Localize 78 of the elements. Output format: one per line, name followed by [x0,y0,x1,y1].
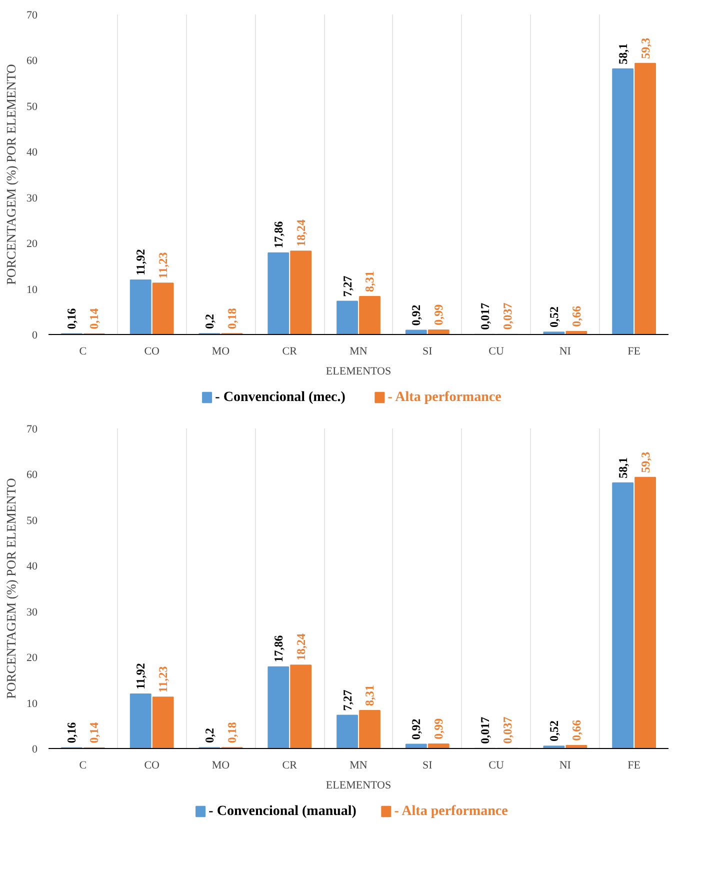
data-label: 0,66 [569,720,584,741]
legend-label: - Convencional (mec.) [215,390,346,405]
data-label: 0,99 [432,718,446,740]
x-tick-label: NI [559,760,572,772]
y-tick-label: 60 [26,469,38,482]
data-label: 0,52 [546,720,561,742]
data-label: 0,16 [64,308,79,330]
data-label: 18,24 [294,220,308,247]
x-tick-label: MN [350,346,368,358]
data-label: 0,92 [409,718,424,740]
data-label: 0,52 [546,306,561,328]
y-tick-label: 20 [26,652,38,664]
x-tick-label: MO [212,760,230,772]
y-axis-title: PORCENTAGEM (%) POR ELEMENTO [4,478,18,699]
data-label: 0,037 [500,302,515,330]
x-tick-label: MO [212,346,230,358]
data-label: 0,2 [202,728,216,744]
x-tick-label: CU [488,346,504,358]
y-tick-label: 50 [26,100,38,113]
data-label: 58,1 [616,43,630,64]
x-tick-label: NI [559,346,572,358]
x-tick-label: C [79,346,87,358]
y-tick-label: 50 [26,514,38,527]
data-label: 8,31 [362,270,377,292]
x-tick-label: FE [628,346,641,358]
legend-label: - Alta performance [394,804,508,819]
x-tick-label: CO [144,760,160,772]
y-tick-label: 40 [26,146,38,159]
data-label: 11,23 [156,666,170,693]
data-label: 0,16 [64,722,79,744]
x-tick-label: MN [350,760,368,772]
data-label: 0,017 [478,302,492,330]
x-tick-label: CR [282,760,298,772]
data-label: 11,92 [134,249,148,276]
y-tick-label: 70 [26,10,38,22]
data-label: 0,017 [478,716,492,744]
data-label: 0,92 [409,304,424,326]
x-axis-title: ELEMENTOS [326,780,392,792]
data-label: 0,99 [432,304,446,326]
x-axis-title: ELEMENTOS [326,366,392,378]
legend-label: - Convencional (manual) [208,804,357,819]
y-tick-label: 30 [26,606,38,618]
y-tick-label: 0 [32,330,38,342]
y-tick-label: 70 [26,424,38,436]
y-tick-label: 40 [26,560,38,573]
y-axis-title: PORCENTAGEM (%) POR ELEMENTO [4,64,18,285]
data-label: 59,3 [638,452,652,473]
data-label: 58,1 [616,457,630,478]
x-tick-label: SI [422,346,433,358]
data-label: 0,14 [87,722,102,744]
data-label: 17,86 [271,221,286,248]
data-label: 0,037 [500,716,515,744]
y-tick-label: 10 [26,698,38,710]
y-tick-label: 10 [26,284,38,296]
data-label: 7,27 [340,276,354,297]
data-label: 11,92 [134,663,148,690]
data-label: 8,31 [362,684,377,706]
y-tick-label: 0 [32,744,38,756]
x-tick-label: CO [144,346,160,358]
y-tick-label: 60 [26,55,38,68]
data-label: 0,2 [202,314,216,330]
data-label: 17,86 [271,635,286,662]
x-tick-label: CR [282,346,298,358]
x-tick-label: CU [488,760,504,772]
data-label: 0,14 [87,308,102,330]
data-label: 59,3 [638,38,652,59]
data-label: 0,18 [224,308,239,330]
x-tick-label: C [79,760,87,772]
y-tick-label: 30 [26,192,38,204]
y-tick-label: 20 [26,238,38,250]
data-label: 0,18 [224,722,239,744]
data-label: 7,27 [340,690,354,711]
x-tick-label: SI [422,760,433,772]
data-label: 18,24 [294,634,308,661]
x-tick-label: FE [628,760,641,772]
data-label: 0,66 [569,306,584,327]
legend-label: - Alta performance [388,390,502,405]
data-label: 11,23 [156,252,170,279]
